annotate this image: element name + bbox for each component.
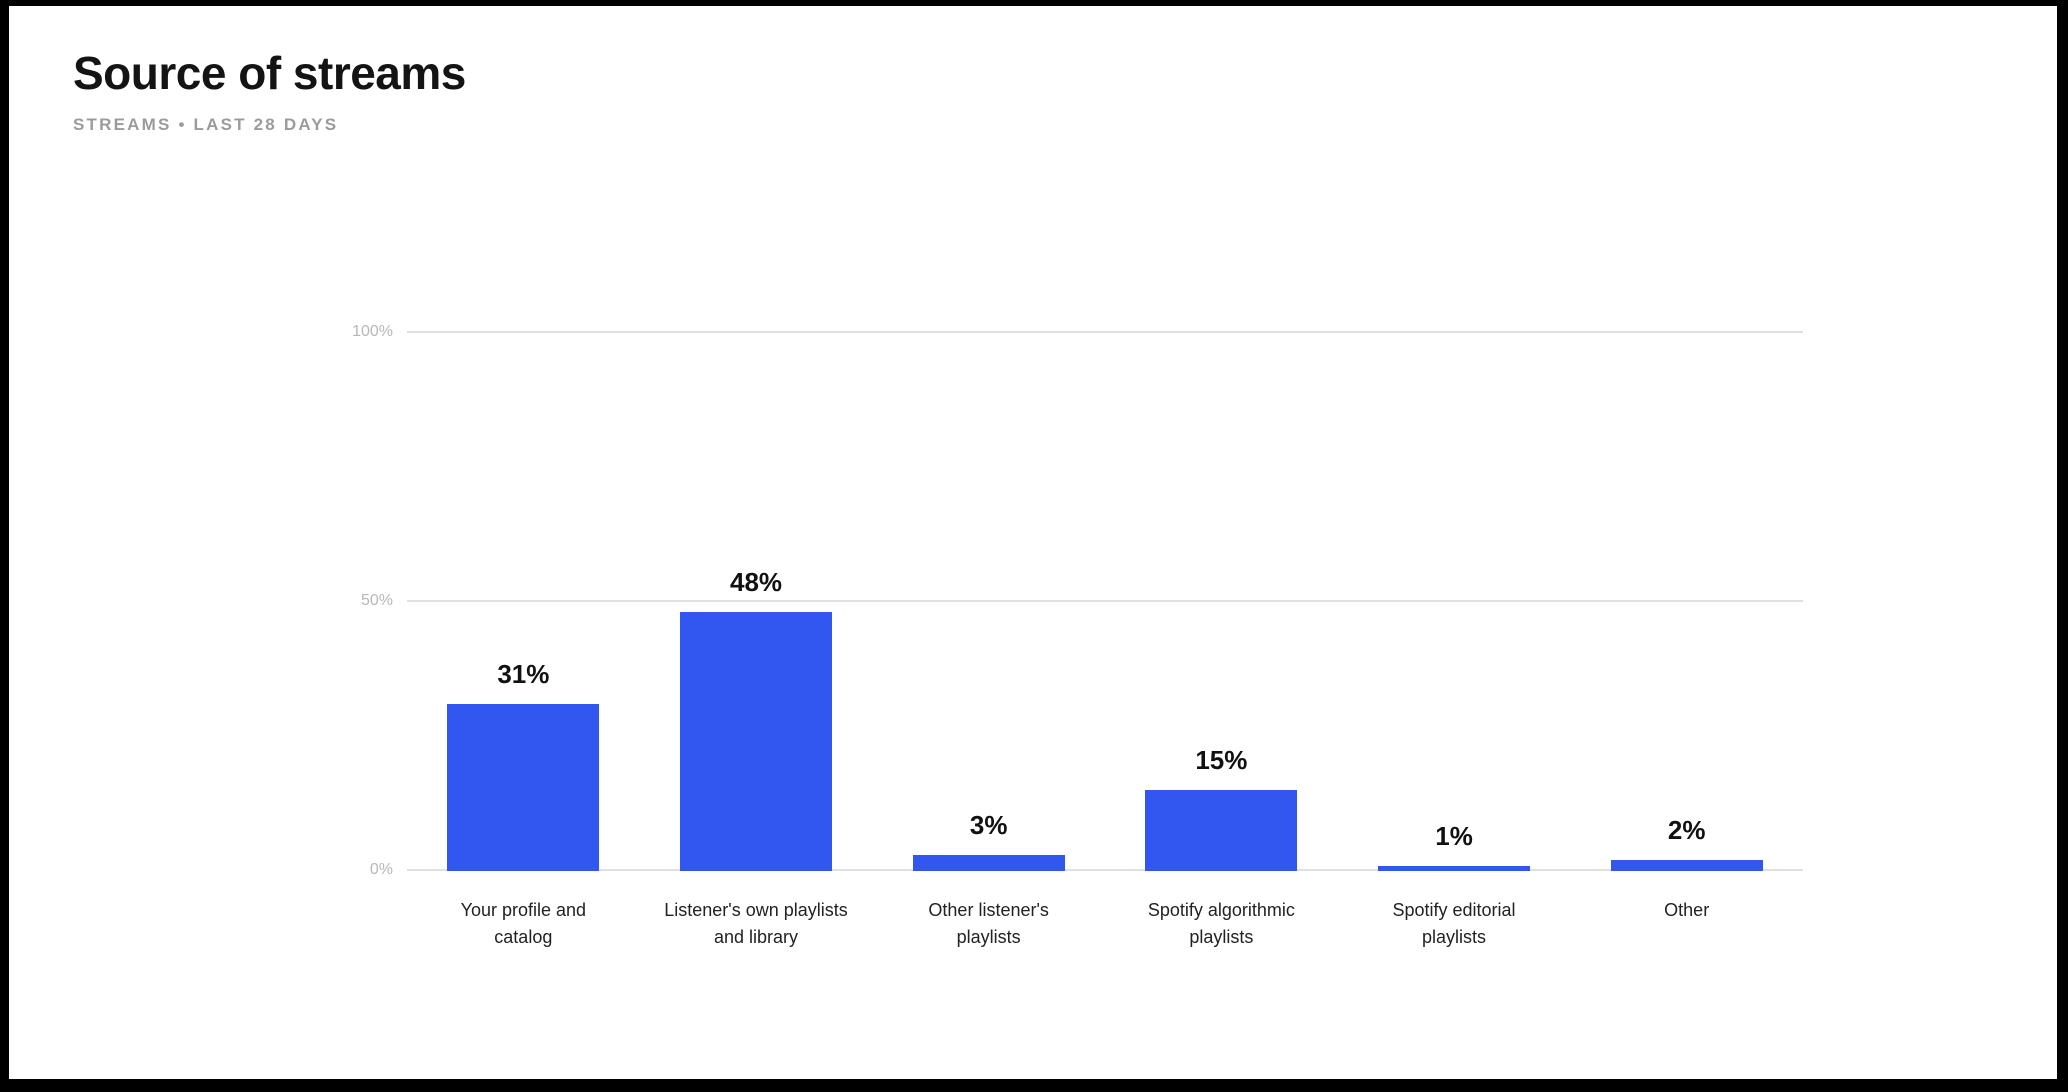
- page-subtitle: STREAMS • LAST 28 DAYS: [73, 114, 339, 134]
- bar-group-listeners-own-playlists: 48%: [640, 567, 873, 871]
- bar-your-profile-and-catalog[interactable]: [447, 703, 600, 871]
- bar-value-label: 15%: [1195, 744, 1248, 775]
- bar-group-spotify-algorithmic-playlists: 15%: [1105, 745, 1338, 871]
- gridline-0-baseline: [407, 868, 1803, 871]
- bar-value-label: 2%: [1667, 814, 1706, 845]
- bar-other[interactable]: [1610, 859, 1763, 871]
- x-label-listeners-own-playlists: Listener's own playlists and library: [664, 899, 848, 947]
- source-of-streams-card: Source of streams STREAMS • LAST 28 DAYS…: [9, 6, 2057, 1079]
- bar-value-label: 1%: [1435, 820, 1473, 851]
- bar-value-label: 3%: [969, 809, 1008, 840]
- x-label-other: Other: [1664, 899, 1710, 920]
- gridline-100: [407, 330, 1803, 333]
- bar-listeners-own-playlists[interactable]: [680, 611, 832, 871]
- page-title: Source of streams: [73, 47, 466, 99]
- y-tick-50: 50%: [360, 591, 393, 609]
- bar-chart: 100% 50% 0% 31% 48% 3%: [352, 323, 1803, 951]
- bar-group-spotify-editorial-playlists: 1%: [1338, 821, 1571, 871]
- y-tick-0: 0%: [369, 860, 393, 878]
- bar-group-other: 2%: [1570, 815, 1803, 871]
- x-axis-labels: Your profile and catalog Listener's own …: [407, 897, 1803, 951]
- bar-value-label: 31%: [497, 658, 550, 689]
- x-label-other-listeners-playlists: Other listener's playlists: [928, 899, 1049, 947]
- gridline-50: [407, 599, 1803, 602]
- card-header: Source of streams STREAMS • LAST 28 DAYS: [9, 6, 2057, 135]
- x-label-spotify-algorithmic-playlists: Spotify algorithmic playlists: [1147, 899, 1295, 947]
- bar-other-listeners-playlists[interactable]: [912, 854, 1065, 871]
- y-tick-100: 100%: [352, 322, 393, 340]
- bar-value-label: 48%: [729, 566, 783, 597]
- bars-row: 31% 48% 3% 15% 1%: [407, 331, 1803, 871]
- bar-group-your-profile-and-catalog: 31%: [407, 659, 640, 871]
- bar-group-other-listeners-playlists: 3%: [872, 810, 1105, 871]
- chart-plot-area: 100% 50% 0% 31% 48% 3%: [352, 323, 1803, 878]
- x-label-spotify-editorial-playlists: Spotify editorial playlists: [1392, 899, 1516, 947]
- bar-spotify-editorial-playlists[interactable]: [1378, 865, 1531, 871]
- bar-spotify-algorithmic-playlists[interactable]: [1145, 789, 1298, 871]
- x-label-your-profile-and-catalog: Your profile and catalog: [460, 899, 587, 947]
